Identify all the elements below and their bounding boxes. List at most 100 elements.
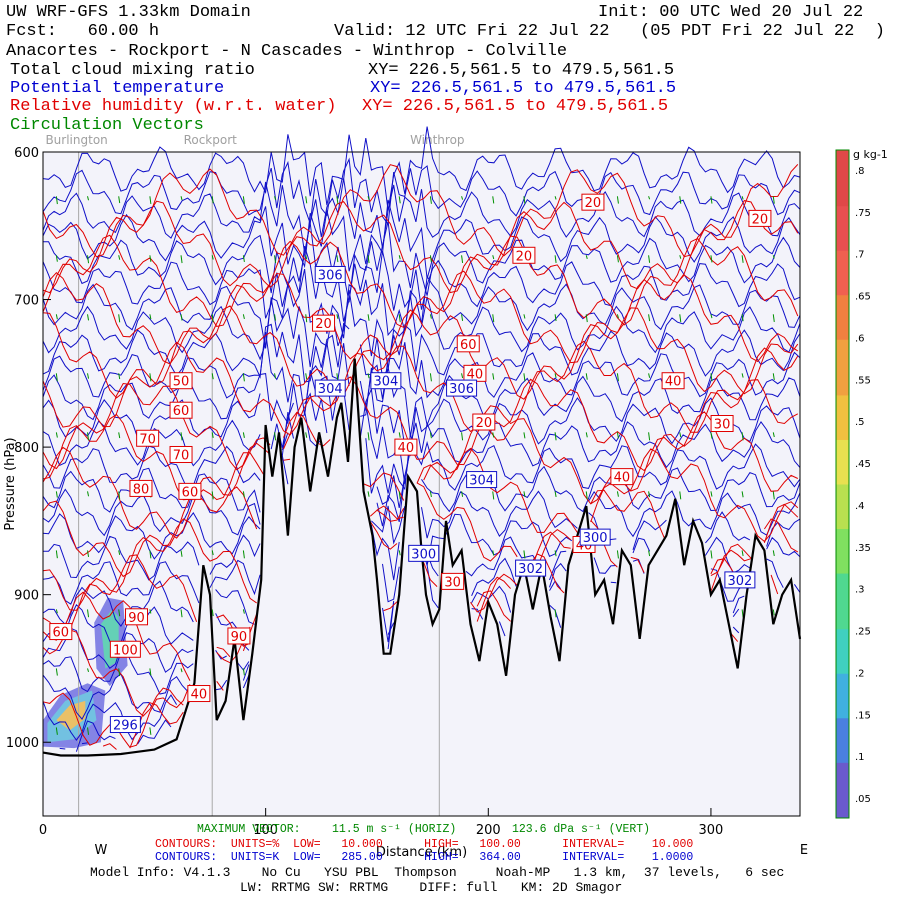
colorbar-segment — [836, 439, 849, 452]
rh-contour-label-box — [129, 479, 153, 497]
circulation-vector — [305, 432, 308, 438]
circulation-vector — [180, 432, 183, 441]
colorbar-segment — [836, 606, 849, 619]
circulation-vector — [492, 491, 495, 500]
colorbar-segment — [836, 639, 849, 652]
model-info: Model Info: V4.1.3 No Cu YSU PBL Thompso… — [90, 865, 785, 880]
theta-contour-label-box — [446, 379, 478, 397]
circulation-vector — [554, 196, 557, 200]
colorbar-segment — [836, 294, 849, 307]
circulation-vector — [274, 432, 277, 441]
circulation-vector — [180, 314, 183, 321]
circulation-vector — [180, 196, 183, 201]
location-lines-layer: Burlington Rockport Winthrop — [45, 133, 465, 816]
rh-contour-label-box — [710, 415, 734, 433]
theta-contour-label: 300 — [411, 547, 436, 562]
colorbar-segment — [836, 194, 849, 207]
circulation-vector — [149, 314, 152, 320]
rh-contour — [42, 270, 799, 365]
rh-contour-label: 60 — [173, 404, 190, 419]
circulation-vector — [461, 255, 464, 264]
plot-background — [43, 152, 800, 816]
circulation-vector — [492, 196, 495, 204]
colorbar-segment — [836, 550, 849, 563]
circulation-vector — [710, 196, 713, 204]
theta-contour-label-box — [724, 571, 756, 589]
circulation-vector — [648, 550, 651, 557]
circulation-vector — [492, 550, 495, 556]
theta-contour-label-box — [314, 265, 346, 283]
colorbar-segment — [836, 584, 849, 596]
x-tick-label: 300 — [699, 823, 724, 838]
circulation-vector — [772, 550, 775, 557]
circulation-vector — [461, 491, 464, 497]
circulation-vector — [616, 255, 619, 263]
colorbar-segment — [836, 372, 849, 385]
circulation-vector — [710, 255, 713, 263]
rh-contour-label-box — [748, 209, 772, 227]
circulation-vector — [772, 196, 775, 204]
contour-labels-layer: 20 20 20 50 60 70 70 80 60 60 40 20 40 30 40 40 40 20 30 60… — [49, 193, 772, 734]
colorbar-segment — [836, 628, 849, 641]
field-label-vectors: Circulation Vectors — [10, 116, 204, 135]
colorbar-segment — [836, 183, 849, 196]
rh-contour-label: 60 — [182, 485, 199, 500]
theta-contour-label-box — [370, 372, 402, 390]
circulation-vector — [585, 432, 588, 438]
circulation-vector — [211, 432, 214, 438]
y-tick-label: 1000 — [6, 736, 39, 751]
circulation-vector — [242, 609, 245, 614]
colorbar-segment — [836, 740, 849, 752]
theta-contour-label: 302 — [727, 574, 752, 589]
theta-contour-label: 304 — [469, 474, 494, 489]
circulation-vector — [367, 373, 370, 379]
rh-contour-label-box — [169, 372, 193, 390]
colorbar-segment — [836, 227, 849, 240]
theta-contour — [42, 178, 801, 253]
circulation-vector — [242, 255, 245, 262]
colorbar-tick-label: .15 — [855, 710, 871, 721]
theta-contour-info: CONTOURS: UNITS=K LOW= 285.00 HIGH= 364.… — [155, 851, 694, 864]
rh-contour-label: 40 — [398, 441, 415, 456]
circulation-vector — [55, 727, 58, 735]
colorbar-segment — [836, 673, 849, 685]
circulation-vector — [242, 314, 245, 320]
circulation-vector — [523, 491, 526, 497]
cloud-region-core — [56, 700, 86, 731]
circulation-vector — [211, 550, 214, 556]
circulation-vector — [461, 373, 464, 379]
theta-contour-label-box — [109, 716, 141, 734]
circulation-vector — [55, 432, 58, 438]
field-xy-cloud: XY= 226.5,561.5 to 479.5,561.5 — [368, 61, 675, 80]
circulation-vector — [429, 255, 432, 263]
circulation-vector — [554, 432, 557, 441]
colorbar-frame — [835, 149, 850, 819]
circulation-vector — [741, 550, 744, 557]
rh-contour-label-box — [227, 627, 251, 645]
circulation-vector — [554, 314, 557, 322]
circulation-vector — [679, 314, 682, 323]
circulation-vector — [585, 491, 588, 500]
colorbar-segment — [836, 651, 849, 663]
circulation-vector — [710, 373, 713, 382]
circulation-vector — [523, 196, 526, 204]
colorbar-segment — [836, 472, 849, 485]
circulation-vector — [180, 668, 183, 673]
colorbar-segment — [836, 450, 849, 463]
rh-contour-label-box — [49, 623, 73, 641]
colorbar-tick-label: .75 — [855, 208, 871, 219]
colorbar-segment — [836, 728, 849, 741]
circulation-vector — [305, 255, 308, 260]
theta-contour-label: 296 — [113, 719, 138, 734]
colorbar-segment — [836, 528, 849, 541]
circulation-vector — [648, 491, 651, 498]
theta-contour — [42, 221, 801, 303]
y-tick-label: 700 — [14, 294, 39, 309]
circulation-vector — [87, 373, 90, 379]
rh-contour-label-box — [512, 246, 536, 264]
theta-contour — [81, 742, 88, 745]
colorbar-segment — [836, 161, 849, 173]
circulation-vector — [87, 668, 90, 673]
circulation-vector — [492, 432, 495, 438]
circulation-vector — [367, 196, 370, 200]
